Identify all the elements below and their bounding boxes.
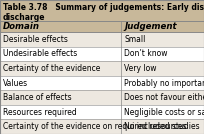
- Bar: [0, 90, 204, 105]
- Text: Certainty of the evidence: Certainty of the evidence: [3, 64, 100, 73]
- Text: Does not favour eithe: Does not favour eithe: [124, 93, 204, 102]
- Bar: [0, 76, 204, 90]
- Text: Balance of effects: Balance of effects: [3, 93, 72, 102]
- Text: Domain: Domain: [3, 22, 40, 31]
- Text: Probably no importan: Probably no importan: [124, 79, 204, 88]
- Text: Negligible costs or sa: Negligible costs or sa: [124, 108, 204, 117]
- Text: Table 3.78   Summary of judgements: Early discharge follo: Table 3.78 Summary of judgements: Early …: [3, 3, 204, 12]
- Bar: [0, 119, 204, 134]
- Text: Certainty of the evidence on required resources: Certainty of the evidence on required re…: [3, 122, 186, 131]
- Bar: [0, 21, 204, 32]
- Text: Don’t know: Don’t know: [124, 49, 168, 58]
- Text: discharge: discharge: [3, 12, 45, 21]
- Text: Judgement: Judgement: [124, 22, 177, 31]
- Text: Resources required: Resources required: [3, 108, 77, 117]
- Bar: [0, 47, 204, 61]
- Bar: [0, 0, 204, 21]
- Text: Small: Small: [124, 35, 146, 44]
- Text: Values: Values: [3, 79, 28, 88]
- Text: Very low: Very low: [124, 64, 157, 73]
- Bar: [0, 32, 204, 47]
- Text: Desirable effects: Desirable effects: [3, 35, 68, 44]
- Bar: [0, 105, 204, 119]
- Text: Undesirable effects: Undesirable effects: [3, 49, 77, 58]
- Text: No included studies: No included studies: [124, 122, 200, 131]
- Bar: [0, 61, 204, 76]
